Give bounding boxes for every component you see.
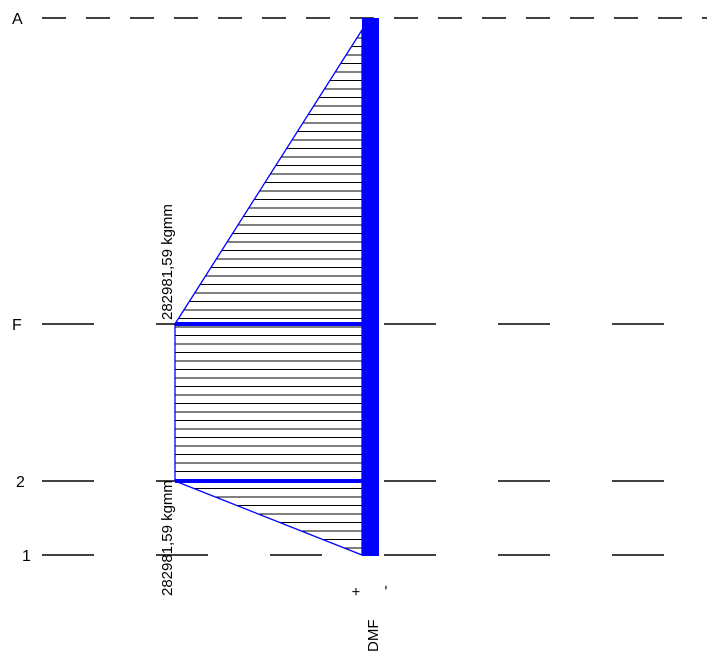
moment-label-lower: 282981,59 kgmm — [159, 480, 176, 596]
station-lines — [42, 17, 707, 556]
station-label-f: F — [12, 317, 22, 334]
beam-axis — [362, 18, 379, 556]
moment-label-upper: 282981,59 kgmm — [159, 204, 176, 320]
station-label-a: A — [12, 11, 23, 28]
station-label-2: 2 — [16, 474, 25, 491]
axis-title: DMF — [365, 620, 382, 653]
station-label-1: 1 — [22, 548, 31, 565]
moment-hatching — [175, 37, 362, 549]
sign-plus: + — [348, 587, 365, 596]
sign-minus: - — [377, 585, 394, 590]
